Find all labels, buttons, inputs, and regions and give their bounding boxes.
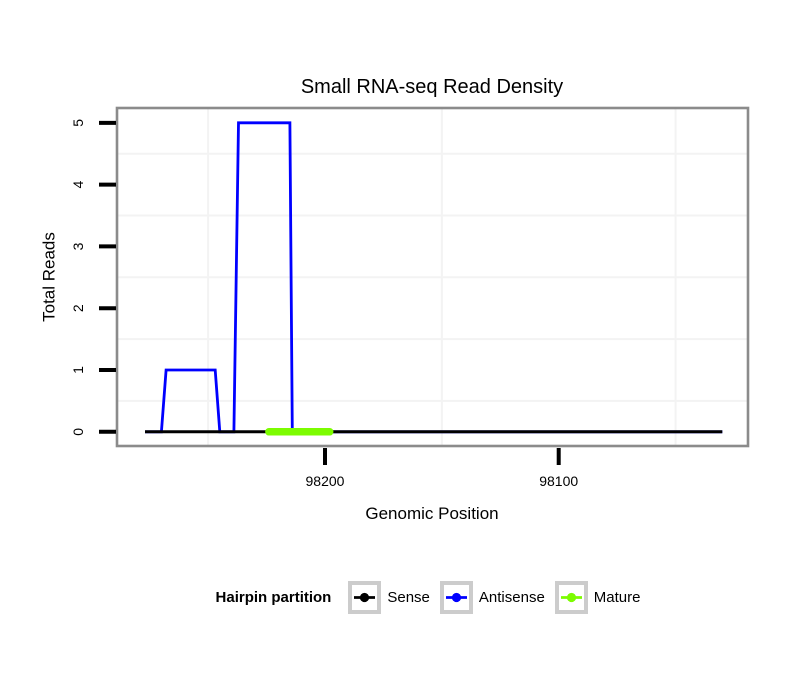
- legend-label: Mature: [593, 588, 641, 606]
- line-point-glyph-icon: [354, 592, 376, 602]
- legend-title: Hairpin partition: [215, 588, 332, 606]
- axis-ticks-layer: 98200 98100 0 1 2 3 4 5: [70, 119, 578, 489]
- legend-key-box: [439, 580, 473, 614]
- legend-label: Antisense: [478, 588, 545, 606]
- x-tick-label: 98100: [539, 473, 578, 489]
- y-tick-label: 4: [70, 181, 86, 189]
- plot-title: Small RNA-seq Read Density: [301, 76, 563, 98]
- y-tick-label: 5: [70, 119, 86, 127]
- gridlines-layer: [117, 108, 748, 446]
- plot-legend: Hairpin partition Sense Antisense Mature: [28, 579, 810, 615]
- chart-canvas: 98200 98100 0 1 2 3 4 5 Small RNA-seq Read Dens…: [40, 76, 750, 523]
- x-tick-label: 98200: [306, 473, 345, 489]
- panel-border: [115, 106, 750, 448]
- line-point-glyph-icon: [560, 592, 582, 602]
- legend-item-mature: Mature: [554, 580, 641, 614]
- y-tick-label: 1: [70, 366, 86, 374]
- legend-key-box: [554, 580, 588, 614]
- legend-item-antisense: Antisense: [439, 580, 545, 614]
- y-tick-label: 3: [70, 242, 86, 250]
- y-axis-title: Total Reads: [40, 232, 59, 322]
- legend-key-box: [348, 580, 382, 614]
- x-axis-title: Genomic Position: [365, 504, 498, 523]
- y-tick-label: 2: [70, 304, 86, 312]
- line-point-glyph-icon: [445, 592, 467, 602]
- legend-item-sense: Sense: [348, 580, 430, 614]
- y-tick-label: 0: [70, 428, 86, 436]
- data-series-layer: [145, 121, 723, 436]
- legend-label: Sense: [387, 588, 430, 606]
